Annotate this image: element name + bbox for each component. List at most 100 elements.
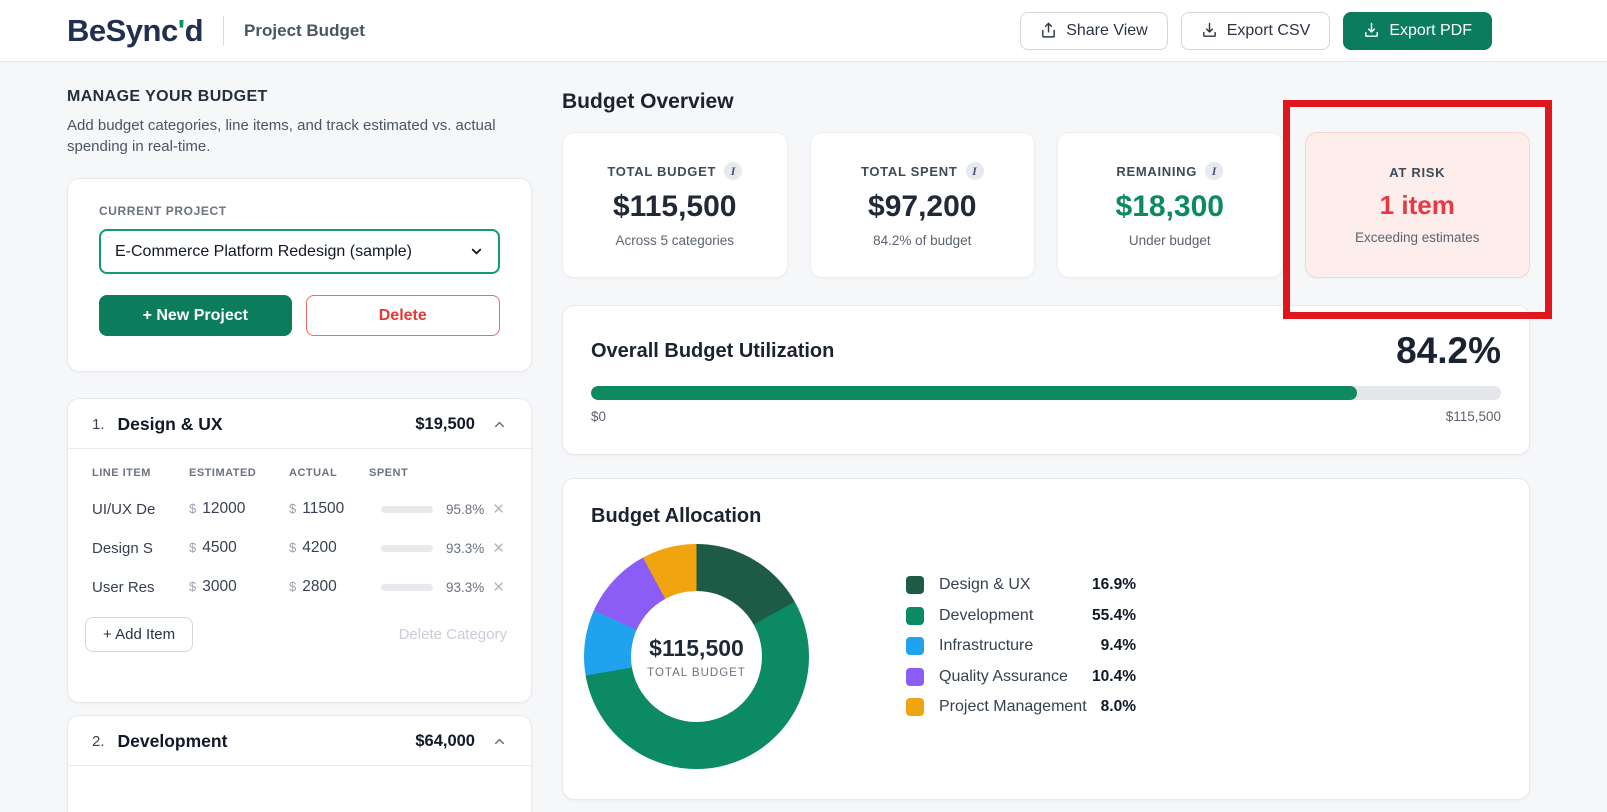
download-icon [1363,22,1380,39]
stat-label: REMAINING [1116,163,1198,179]
export-pdf-button[interactable]: Export PDF [1343,11,1492,50]
line-item-name-input[interactable] [92,539,170,557]
donut-center-label: TOTAL BUDGET [647,666,746,679]
allocation-title: Budget Allocation [591,505,762,527]
project-select[interactable]: E-Commerce Platform Redesign (sample) [99,229,500,274]
column-header-line-item: LINE ITEM [92,467,151,479]
utilization-percent: 84.2% [1396,330,1501,371]
currency-prefix: $ [289,540,297,555]
header-divider [223,15,225,46]
legend-label: Project Management [939,698,1087,715]
delete-category-link[interactable]: Delete Category [398,626,507,643]
category-name: Development [117,731,228,751]
info-icon[interactable]: I [965,162,984,180]
line-item-name-input[interactable] [92,578,170,596]
stat-value: 1 item [1379,190,1455,220]
stat-sub: Under budget [1128,233,1211,248]
share-view-label: Share View [1066,21,1148,39]
line-item-row: $ $ 93.3% ✕ [92,539,507,557]
chevron-up-icon[interactable] [492,734,507,749]
currency-prefix: $ [189,501,197,516]
bar-max-label: $115,500 [1445,409,1501,424]
logo: BeSync'd [67,12,204,49]
current-project-card: CURRENT PROJECT E-Commerce Platform Rede… [67,178,532,372]
currency-prefix: $ [189,579,197,594]
info-icon[interactable]: I [1205,162,1224,180]
utilization-card: Overall Budget Utilization 84.2% $0 $115… [562,305,1530,455]
sidebar-heading: MANAGE YOUR BUDGET [67,88,268,105]
spent-progress-bar [381,583,433,591]
actual-input[interactable] [302,578,345,596]
export-csv-button[interactable]: Export CSV [1180,11,1331,50]
currency-prefix: $ [289,501,297,516]
stat-card-at-risk: AT RISK 1 item Exceeding estimates [1304,132,1530,278]
stat-label: AT RISK [1389,165,1446,180]
sidebar-description: Add budget categories, line items, and t… [67,117,496,156]
remove-item-button[interactable]: ✕ [492,579,505,596]
legend-percent: 10.4% [1092,667,1136,685]
legend-swatch [906,606,924,625]
legend-swatch [906,576,924,594]
utilization-title: Overall Budget Utilization [591,339,835,362]
legend-item: Infrastructure 9.4% [906,637,1136,655]
new-project-button[interactable]: + New Project [99,295,292,336]
page-title: Project Budget [244,20,365,40]
chevron-down-icon [469,244,484,259]
currency-prefix: $ [289,579,297,594]
estimated-input[interactable] [202,539,261,557]
header-actions: Share View Export CSV Export PDF [1020,11,1492,50]
column-header-estimated: ESTIMATED [189,467,257,479]
stat-sub: 84.2% of budget [873,233,972,248]
stat-sub: Exceeding estimates [1354,230,1480,245]
legend-percent: 55.4% [1092,606,1136,624]
stat-label: TOTAL BUDGET [607,163,717,179]
remove-item-button[interactable]: ✕ [492,501,505,518]
spent-percent: 95.8% [446,501,485,517]
legend-label: Infrastructure [939,637,1034,654]
category-card-development: 2. Development $64,000 [67,715,532,812]
remove-item-button[interactable]: ✕ [492,540,505,557]
category-footer: + Add Item Delete Category [68,596,531,652]
estimated-input[interactable] [202,578,261,596]
bar-min-label: $0 [591,409,607,424]
info-icon[interactable]: I [724,162,743,180]
donut-center-value: $115,500 [649,634,744,661]
column-header-spent: SPENT [369,467,409,479]
category-index: 2. [92,733,105,750]
download-icon [1201,22,1218,39]
line-item-table: LINE ITEM ESTIMATED ACTUAL SPENT $ $ 95.… [68,449,531,596]
category-total: $19,500 [415,415,475,433]
share-view-button[interactable]: Share View [1020,11,1168,50]
delete-project-button[interactable]: Delete [305,295,500,336]
line-item-name-input[interactable] [92,500,170,518]
estimated-input[interactable] [202,500,261,518]
sidebar-intro: MANAGE YOUR BUDGET Add budget categories… [67,88,532,158]
chevron-up-icon[interactable] [492,417,507,432]
stat-label: TOTAL SPENT [860,163,958,179]
category-header: 1. Design & UX $19,500 [68,399,531,449]
line-item-header-row: LINE ITEM ESTIMATED ACTUAL SPENT [92,467,507,479]
legend-percent: 8.0% [1100,698,1136,715]
donut-center: $115,500 TOTAL BUDGET [631,591,762,722]
legend-percent: 16.9% [1092,576,1136,593]
stat-value: $115,500 [613,190,737,223]
stat-sub: Across 5 categories [615,233,735,248]
utilization-progress-bar [591,386,1501,400]
actual-input[interactable] [302,539,345,557]
category-name: Design & UX [117,414,223,434]
app-header: BeSync'd Project Budget Share View Expor… [0,0,1607,62]
category-card-design-ux: 1. Design & UX $19,500 LINE ITEM ESTIMAT… [67,398,532,703]
spent-progress-bar [381,544,433,552]
project-select-value: E-Commerce Platform Redesign (sample) [115,242,412,260]
stat-card-total-spent: TOTAL SPENT I $97,200 84.2% of budget [809,132,1035,278]
actual-input[interactable] [302,500,345,518]
spent-progress-bar [381,505,433,513]
logo-apostrophe: ' [177,12,185,48]
donut-chart: $115,500 TOTAL BUDGET [584,544,809,769]
export-pdf-label: Export PDF [1389,21,1472,39]
legend-swatch [906,698,924,716]
stat-card-total-budget: TOTAL BUDGET I $115,500 Across 5 categor… [562,132,788,278]
add-item-button[interactable]: + Add Item [85,617,194,652]
legend-label: Quality Assurance [939,667,1068,685]
